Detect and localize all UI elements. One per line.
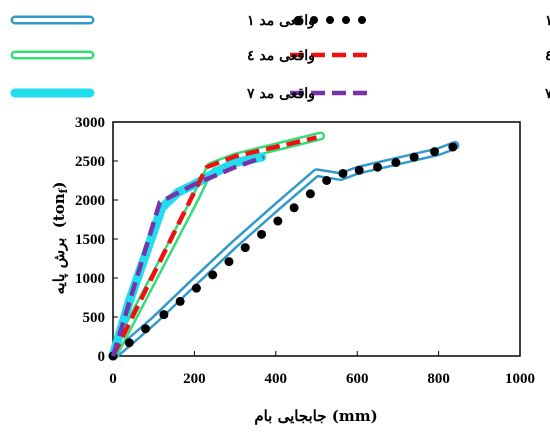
- legend-label: واقعی مد ٤: [247, 48, 315, 64]
- y-axis-title: برش پایه (tonf): [50, 182, 70, 295]
- legend-label: ایده آل سازی شده مد٤: [545, 46, 550, 64]
- series-4: [108, 142, 458, 361]
- y-tick-label: 1500: [75, 232, 105, 248]
- data-point: [208, 270, 218, 280]
- data-point: [305, 189, 315, 199]
- data-point: [257, 229, 267, 239]
- legend-label: واقعی مد ۷: [246, 86, 315, 102]
- x-tick-label: 400: [265, 371, 288, 387]
- y-axis-title-main: برش پایه: [50, 238, 69, 295]
- y-axis-title-close: ): [50, 182, 68, 189]
- y-axis-title-unit: (ton: [50, 193, 68, 228]
- legend-swatch-dot: [294, 16, 302, 24]
- data-point: [289, 203, 299, 213]
- data-point: [409, 152, 419, 162]
- legend-label: واقعی مد ۱: [247, 13, 315, 29]
- legend-swatch-dot: [342, 16, 350, 24]
- series-2: [108, 131, 326, 361]
- data-point: [354, 165, 364, 175]
- legend-item-1: ایده آل سازی شده مد ۱: [294, 11, 550, 29]
- data-point: [175, 296, 185, 306]
- x-axis-title: جابجایی بام (mm): [254, 407, 377, 425]
- data-point: [224, 257, 234, 267]
- y-tick-label: 2500: [75, 154, 105, 170]
- legend-swatch-dot: [310, 16, 318, 24]
- data-point: [373, 162, 383, 172]
- data-point: [141, 324, 151, 334]
- legend-label: ایده آل سازی شده مد ۱: [545, 11, 550, 29]
- y-tick-label: 0: [98, 349, 106, 365]
- legend: ایده آل سازی شده مد ۱ واقعی مد ۱ ایده آل س…: [10, 11, 550, 102]
- x-tick-label: 800: [427, 371, 450, 387]
- data-point: [391, 158, 401, 168]
- data-point: [448, 142, 458, 152]
- y-axis-title-sub: f: [57, 187, 70, 193]
- series-6: [110, 154, 265, 357]
- series-line: [110, 154, 265, 357]
- x-tick-label: 0: [109, 371, 117, 387]
- data-point: [191, 283, 201, 293]
- series-5: [110, 135, 318, 357]
- y-tick-label: 3000: [75, 115, 105, 131]
- series-line: [110, 135, 318, 357]
- y-tick-label: 2000: [75, 193, 105, 209]
- series-line-inner: [111, 134, 323, 358]
- data-point: [240, 243, 250, 253]
- data-point: [124, 338, 134, 348]
- legend-item-4: واقعی مد ٤: [10, 48, 315, 64]
- data-point: [430, 147, 440, 157]
- y-tick-label: 500: [83, 310, 106, 326]
- legend-swatch-dot: [326, 16, 334, 24]
- data-point: [322, 176, 332, 185]
- data-point: [273, 216, 283, 226]
- x-tick-label: 1000: [505, 371, 535, 387]
- legend-item-6: واقعی مد ۷: [10, 86, 315, 102]
- x-tick-label: 200: [183, 371, 206, 387]
- legend-item-2: واقعی مد ۱: [10, 13, 315, 29]
- tick-labels: 0 200 400 600 800 1000 0 500 1000 1500 2000 2500 300…: [75, 115, 535, 387]
- legend-swatch-dot: [358, 16, 366, 24]
- data-point: [338, 168, 348, 178]
- legend-label: ایده آل سازی شده مد۷: [544, 84, 550, 102]
- data-point: [159, 310, 169, 320]
- y-tick-label: 1000: [75, 271, 105, 287]
- legend-item-3: ایده آل سازی شده مد٤: [290, 46, 550, 64]
- legend-item-5: ایده آل سازی شده مد۷: [290, 84, 550, 102]
- series-group: [108, 131, 460, 361]
- x-tick-label: 600: [346, 371, 369, 387]
